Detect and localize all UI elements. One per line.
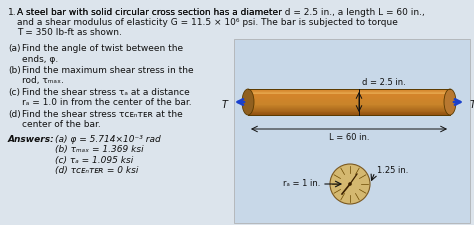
Bar — [248, 99, 450, 100]
Text: Find the angle of twist between the: Find the angle of twist between the — [22, 44, 183, 53]
Bar — [248, 91, 450, 93]
Circle shape — [330, 164, 370, 204]
Text: Find the maximum shear stress in the: Find the maximum shear stress in the — [22, 66, 193, 75]
Text: (c) τₐ = 1.095 ksi: (c) τₐ = 1.095 ksi — [55, 155, 133, 164]
Text: Find the shear stress τᴄᴇₙᴛᴇʀ at the: Find the shear stress τᴄᴇₙᴛᴇʀ at the — [22, 110, 183, 119]
Bar — [248, 109, 450, 110]
Text: (d): (d) — [8, 110, 21, 119]
Bar — [248, 114, 450, 115]
Bar — [248, 106, 450, 107]
Text: 1.: 1. — [8, 8, 17, 17]
Text: Answers:: Answers: — [8, 134, 55, 143]
Text: 1.25 in.: 1.25 in. — [377, 166, 409, 175]
Bar — [248, 98, 450, 100]
Bar — [234, 40, 470, 223]
Text: (a): (a) — [8, 44, 20, 53]
Text: L = 60 in.: L = 60 in. — [329, 132, 369, 141]
Text: and a shear modulus of elasticity G = 11.5 × 10⁶ psi. The bar is subjected to to: and a shear modulus of elasticity G = 11… — [17, 18, 398, 27]
Text: A steel bar with solid circular cross section has a diameter: A steel bar with solid circular cross se… — [17, 8, 282, 17]
Text: rₐ = 1 in.: rₐ = 1 in. — [283, 179, 320, 188]
Text: T = 350 lb-ft as shown.: T = 350 lb-ft as shown. — [17, 28, 122, 37]
Bar — [248, 101, 450, 102]
Bar — [248, 107, 450, 108]
Text: (a) φ = 5.714×10⁻³ rad: (a) φ = 5.714×10⁻³ rad — [55, 134, 161, 143]
Bar — [248, 93, 450, 94]
Bar — [248, 92, 450, 94]
Text: rod, τₘₐₓ.: rod, τₘₐₓ. — [22, 76, 64, 85]
Bar — [248, 104, 450, 106]
Bar — [248, 113, 450, 114]
Ellipse shape — [242, 90, 254, 115]
Text: d = 2.5 in.: d = 2.5 in. — [362, 78, 406, 87]
Bar — [248, 97, 450, 99]
Text: (b) τₘₐₓ = 1.369 ksi: (b) τₘₐₓ = 1.369 ksi — [55, 145, 144, 154]
Text: ends, φ.: ends, φ. — [22, 54, 58, 63]
Circle shape — [348, 182, 352, 186]
Bar — [248, 108, 450, 109]
Bar — [248, 109, 450, 111]
Bar — [248, 97, 450, 98]
Bar — [248, 104, 450, 105]
Text: A steel bar with solid circular cross section has a diameter d = 2.5 in., a leng: A steel bar with solid circular cross se… — [17, 8, 425, 17]
Text: (b): (b) — [8, 66, 21, 75]
Bar — [248, 90, 450, 91]
Text: T: T — [222, 99, 228, 110]
Bar — [248, 110, 450, 112]
Text: T: T — [470, 99, 474, 110]
Ellipse shape — [444, 90, 456, 115]
Bar — [248, 95, 450, 96]
Bar — [248, 100, 450, 101]
Bar — [248, 103, 450, 104]
Text: (c): (c) — [8, 88, 20, 97]
Bar — [248, 102, 450, 103]
Text: center of the bar.: center of the bar. — [22, 120, 101, 129]
Bar — [248, 112, 450, 113]
Text: (d) τᴄᴇₙᴛᴇʀ = 0 ksi: (d) τᴄᴇₙᴛᴇʀ = 0 ksi — [55, 166, 138, 175]
Bar — [248, 90, 450, 92]
Bar — [248, 111, 450, 112]
Text: Find the shear stress τₐ at a distance: Find the shear stress τₐ at a distance — [22, 88, 190, 97]
Text: rₐ = 1.0 in from the center of the bar.: rₐ = 1.0 in from the center of the bar. — [22, 98, 191, 107]
Bar — [248, 115, 450, 116]
Bar — [248, 105, 450, 106]
Bar — [248, 96, 450, 97]
Bar — [248, 94, 450, 95]
